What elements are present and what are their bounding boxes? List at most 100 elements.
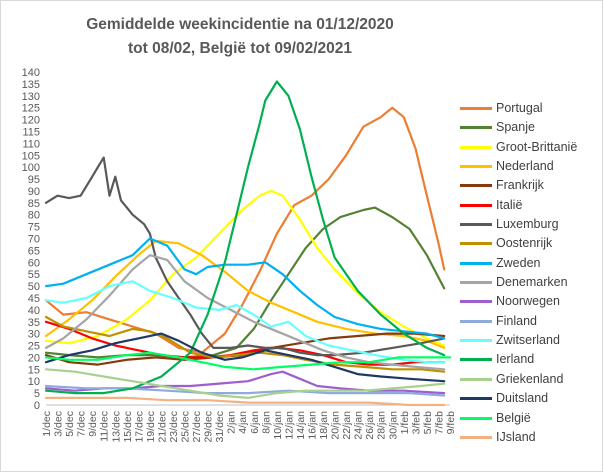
y-tick-label: 85 — [28, 198, 40, 210]
legend-item: Ierland — [460, 350, 600, 369]
legend-item: Griekenland — [460, 370, 600, 389]
y-tick-label: 20 — [28, 352, 40, 364]
x-tick-label: 6/jan — [249, 411, 261, 434]
y-tick-label: 125 — [22, 103, 40, 115]
x-tick-label: 3/feb — [410, 411, 422, 435]
legend-swatch — [460, 242, 492, 246]
y-tick-label: 35 — [28, 317, 40, 329]
y-tick-label: 140 — [22, 67, 40, 79]
x-tick-label: 25/dec — [180, 411, 192, 443]
series-line-ijsland — [44, 396, 446, 407]
x-tick-label: 13/dec — [110, 411, 122, 443]
y-tick-label: 15 — [28, 364, 40, 376]
legend-label: Frankrijk — [496, 178, 544, 193]
series-line-griekenland — [44, 368, 446, 399]
legend-swatch — [460, 261, 492, 265]
y-tick-label: 65 — [28, 245, 40, 257]
legend-swatch — [460, 145, 492, 149]
legend-item: IJsland — [460, 428, 600, 447]
legend-swatch — [460, 165, 492, 169]
legend-swatch — [460, 435, 492, 439]
legend-swatch — [460, 203, 492, 207]
x-tick-label: 5/dec — [64, 411, 76, 437]
legend-swatch — [460, 397, 492, 401]
x-tick-label: 30/jan — [387, 411, 399, 440]
y-tick-label: 105 — [22, 150, 40, 162]
y-tick-label: 0 — [34, 400, 40, 412]
y-tick-label: 135 — [22, 79, 40, 91]
legend-swatch — [460, 339, 492, 343]
y-tick-label: 115 — [22, 126, 40, 138]
legend-label: Griekenland — [496, 371, 564, 386]
x-tick-label: 3/dec — [53, 411, 65, 437]
chart-legend: Portugal Spanje Groot-Brittanië Nederland Fr… — [460, 99, 600, 447]
legend-swatch — [460, 126, 492, 130]
x-tick-label: 28/jan — [376, 411, 388, 440]
legend-label: Ierland — [496, 352, 535, 367]
x-tick-label: 31/dec — [214, 411, 226, 443]
legend-label: Luxemburg — [496, 217, 559, 232]
series-line-zwitserland — [44, 280, 446, 364]
x-tick-label: 29/dec — [203, 411, 215, 443]
x-tick-label: 7/dec — [76, 411, 88, 437]
series-line-ierland — [44, 80, 446, 395]
x-tick-label: 21/dec — [156, 411, 168, 443]
legend-swatch — [460, 223, 492, 227]
legend-label: België — [496, 410, 531, 425]
series-line-portugal — [44, 106, 446, 354]
series-line-oostenrijk — [44, 315, 446, 373]
series-line-groot-brittani- — [44, 189, 446, 347]
legend-label: Nederland — [496, 159, 554, 174]
legend-swatch — [460, 184, 492, 188]
x-tick-label: 9/dec — [87, 411, 99, 437]
x-tick-label: 4/jan — [237, 411, 249, 434]
legend-item: Portugal — [460, 99, 600, 118]
legend-swatch — [460, 358, 492, 362]
y-tick-label: 70 — [28, 234, 40, 246]
legend-label: Duitsland — [496, 391, 549, 406]
series-line-zweden — [44, 237, 446, 340]
series-line-duitsland — [44, 332, 446, 383]
legend-swatch — [460, 319, 492, 323]
x-tick-label: 11/dec — [99, 411, 111, 442]
legend-label: Finland — [496, 313, 537, 328]
y-tick-label: 120 — [22, 115, 40, 127]
legend-swatch — [460, 281, 492, 285]
legend-label: Portugal — [496, 101, 543, 115]
x-tick-label: 15/dec — [122, 411, 134, 443]
legend-label: Italië — [496, 197, 523, 212]
legend-label: IJsland — [496, 429, 536, 444]
y-tick-label: 95 — [28, 174, 40, 186]
x-tick-label: 9/feb — [445, 411, 457, 435]
x-tick-label: 22/jan — [341, 411, 353, 440]
x-tick-label: 20/jan — [330, 411, 342, 440]
series-line-luxemburg — [44, 156, 446, 357]
legend-label: Oostenrijk — [496, 236, 553, 251]
x-tick-label: 7/feb — [433, 411, 445, 435]
legend-item: Nederland — [460, 157, 600, 176]
y-tick-label: 40 — [28, 305, 40, 317]
x-tick-label: 14/jan — [295, 411, 307, 440]
legend-swatch — [460, 300, 492, 304]
legend-item: Denemarken — [460, 273, 600, 292]
legend-item: Finland — [460, 312, 600, 331]
legend-item: Groot-Brittanië — [460, 138, 600, 157]
x-tick-label: 2/jan — [226, 411, 238, 434]
y-tick-label: 75 — [28, 222, 40, 234]
x-tick-label: 1/feb — [399, 411, 411, 435]
legend-label: Zweden — [496, 255, 541, 270]
chart-title-line-2: tot 08/02, België tot 09/02/2021 — [128, 40, 352, 57]
legend-label: Noorwegen — [496, 294, 560, 309]
x-tick-label: 16/jan — [306, 411, 318, 440]
x-tick-label: 17/dec — [133, 411, 145, 443]
x-tick-label: 12/jan — [283, 411, 295, 440]
legend-item: Noorwegen — [460, 292, 600, 311]
legend-item: Zwitserland — [460, 331, 600, 350]
y-tick-label: 90 — [28, 186, 40, 198]
legend-item: Italië — [460, 196, 600, 215]
y-tick-label: 130 — [22, 91, 40, 103]
y-tick-label: 100 — [22, 162, 40, 174]
y-tick-label: 80 — [28, 210, 40, 222]
x-tick-label: 18/jan — [318, 411, 330, 440]
legend-swatch — [460, 377, 492, 381]
